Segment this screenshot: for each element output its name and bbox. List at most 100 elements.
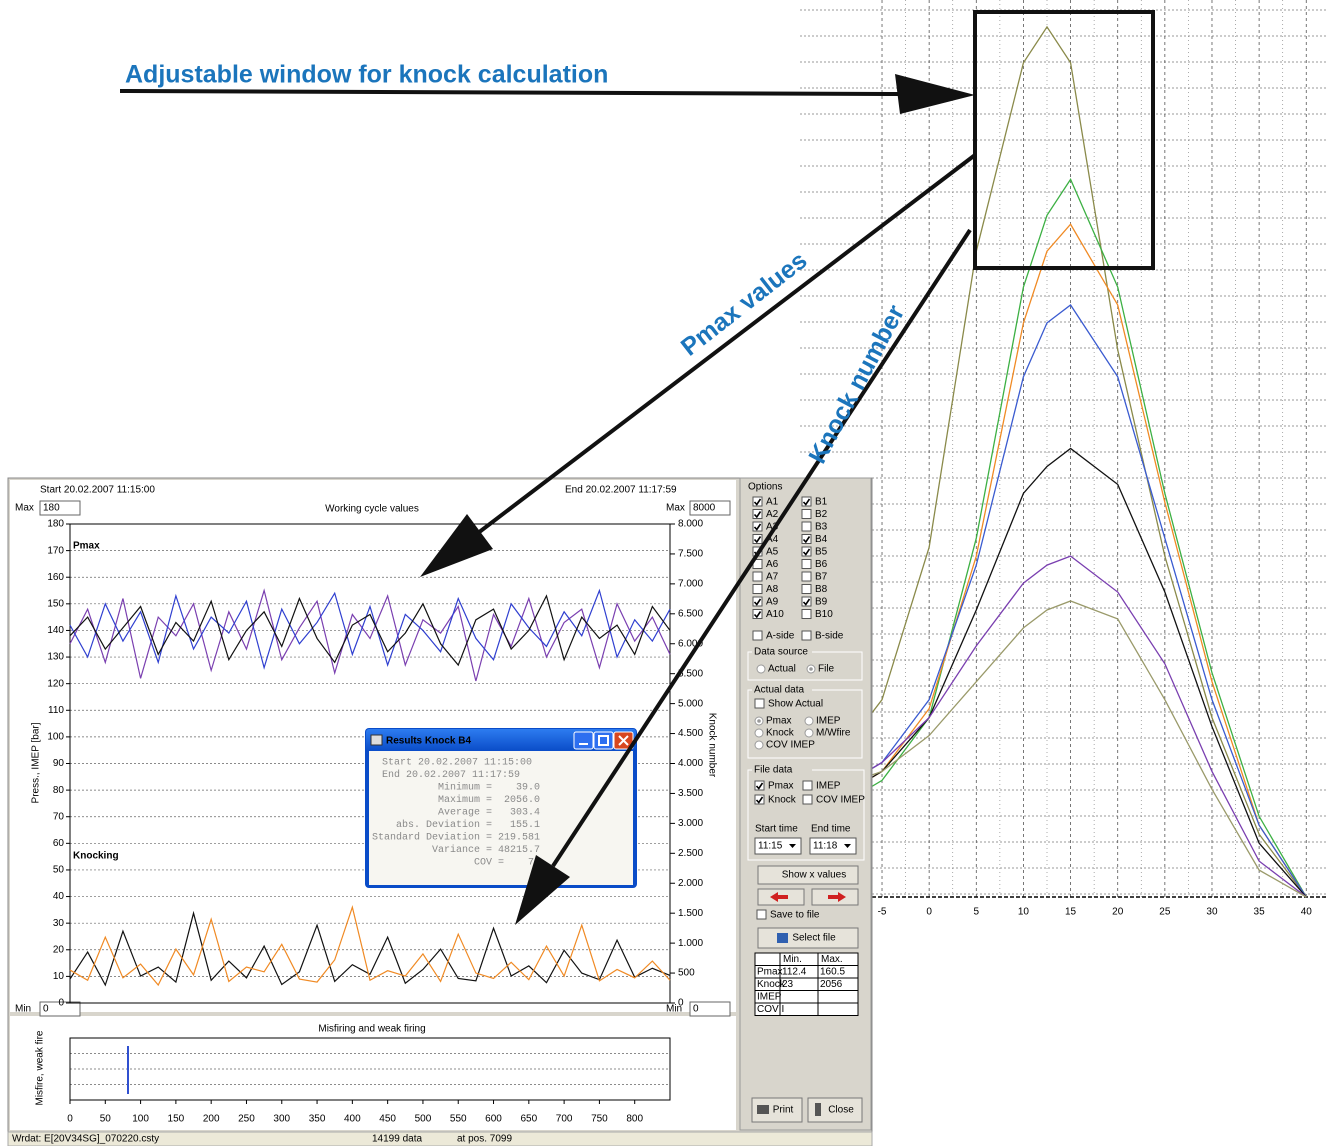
checkbox[interactable]	[754, 794, 765, 805]
x-tick-label: 5	[974, 907, 980, 918]
checkbox[interactable]	[752, 521, 763, 532]
checkbox-label: B3	[815, 522, 828, 533]
input-box[interactable]	[689, 1001, 731, 1017]
checkbox[interactable]	[801, 496, 812, 507]
checkbox[interactable]	[752, 534, 763, 544]
button[interactable]	[757, 865, 859, 885]
checkbox[interactable]	[752, 509, 763, 519]
checkbox-label: A3	[766, 522, 779, 533]
combo-value: 11:18	[813, 841, 838, 852]
button-label: Select file	[792, 933, 836, 944]
checkbox[interactable]	[752, 496, 763, 507]
checkbox[interactable]	[801, 509, 812, 519]
checkbox-label: B2	[815, 509, 828, 520]
checkbox[interactable]	[752, 584, 763, 594]
y2-tick-label: 1.500	[678, 908, 703, 919]
checkbox[interactable]	[754, 780, 765, 791]
arrow-head	[895, 74, 975, 114]
x-tick-label: -5	[878, 907, 887, 918]
checkbox[interactable]	[801, 596, 812, 607]
checkbox-label: A7	[766, 572, 779, 583]
radio[interactable]	[754, 740, 764, 750]
y-tick-label: 90	[53, 758, 65, 769]
table-cell: 112.4	[782, 966, 807, 977]
checkbox[interactable]	[752, 609, 763, 619]
checkbox-label: B1	[815, 497, 828, 508]
checkbox-label: A6	[766, 559, 779, 570]
y-tick-label: 30	[53, 918, 65, 929]
result-line: abs. Deviation = 155.1	[396, 819, 540, 831]
annotation: Pmax values	[676, 246, 813, 361]
check-mark	[802, 498, 811, 506]
checkbox[interactable]	[802, 780, 813, 791]
dialog-body	[369, 751, 633, 885]
check-mark	[753, 598, 762, 606]
table-cell: IMEP	[757, 991, 782, 1002]
x-tick-label: 50	[100, 1114, 112, 1125]
combo-box[interactable]	[754, 837, 802, 855]
checkbox-label: Knock	[768, 795, 797, 806]
check-mark	[753, 511, 762, 519]
combo-box[interactable]	[809, 837, 857, 855]
y-tick-label: 160	[47, 572, 64, 583]
checkbox[interactable]	[801, 609, 812, 619]
checkbox[interactable]	[801, 571, 812, 582]
end-time: End 20.02.2007 11:17:59	[565, 485, 677, 496]
dialog-titlebar	[366, 729, 636, 751]
y2-tick-label: 7.500	[678, 549, 703, 560]
checkbox[interactable]	[802, 794, 813, 805]
checkbox[interactable]	[801, 630, 812, 641]
x-tick-label: 700	[556, 1114, 573, 1125]
input-box[interactable]	[689, 500, 731, 516]
checkbox-label: B5	[815, 547, 828, 558]
checkbox[interactable]	[801, 546, 812, 557]
checkbox[interactable]	[752, 596, 763, 607]
checkbox[interactable]	[801, 559, 812, 569]
checkbox[interactable]	[752, 630, 763, 641]
result-line: Maximum = 2056.0	[438, 794, 540, 806]
y-tick-label: 140	[47, 625, 64, 636]
radio[interactable]	[804, 728, 814, 738]
window-button[interactable]	[573, 731, 594, 750]
window-button[interactable]	[593, 731, 614, 750]
checkbox[interactable]	[801, 534, 812, 544]
input-box[interactable]	[39, 1001, 81, 1017]
pressure-trace	[806, 223, 1307, 898]
y-tick-label: 100	[47, 732, 64, 743]
checkbox[interactable]	[801, 521, 812, 532]
checkbox[interactable]	[801, 584, 812, 594]
checkbox-label: Save to file	[770, 910, 820, 921]
arrow-shaft	[119, 89, 906, 96]
field-label: Start time	[755, 824, 798, 835]
checkbox-label: B7	[815, 572, 828, 583]
x-tick-label: 35	[1254, 907, 1266, 918]
radio-label: M/Wfire	[816, 728, 851, 739]
combo-value: 11:15	[758, 841, 783, 852]
radio[interactable]	[756, 664, 766, 674]
checkbox-label: Pmax	[768, 781, 794, 792]
checkbox[interactable]	[756, 909, 767, 920]
y-axis-label: Press., IMEP [bar]	[31, 722, 42, 803]
y2-tick-label: 6.000	[678, 638, 703, 649]
cycle-trace	[69, 594, 671, 667]
checkbox[interactable]	[752, 571, 763, 582]
radio[interactable]	[804, 716, 814, 726]
input-value: 0	[693, 1004, 699, 1015]
arrow-head	[515, 855, 570, 925]
checkbox-label: A10	[766, 609, 784, 620]
radio[interactable]	[754, 728, 764, 738]
y2-axis-label: Knock number	[706, 713, 717, 778]
cycle-trace	[69, 588, 671, 670]
field-label: Min	[15, 1004, 31, 1015]
checkbox-label: B9	[815, 597, 828, 608]
check-mark	[755, 782, 764, 790]
checkbox[interactable]	[754, 698, 765, 709]
y-axis-label: Misfire, weak fire	[35, 1030, 46, 1105]
input-box[interactable]	[39, 500, 81, 516]
y-tick-label: 70	[53, 811, 65, 822]
check-mark	[753, 498, 762, 506]
y-tick-label: 130	[47, 652, 64, 663]
y2-tick-label: 3.500	[678, 788, 703, 799]
checkbox-label: A2	[766, 509, 779, 520]
table-bg	[754, 952, 859, 1016]
